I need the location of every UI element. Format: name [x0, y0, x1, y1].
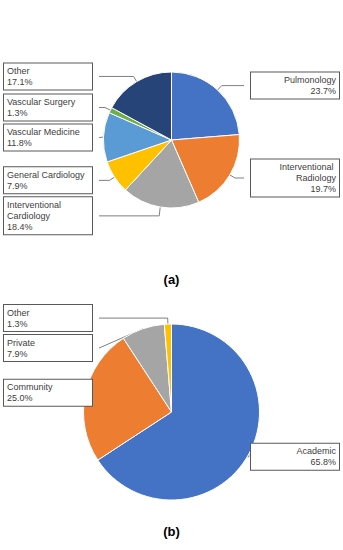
svg-text:7.9%: 7.9%	[7, 181, 28, 191]
svg-text:25.0%: 25.0%	[7, 393, 33, 403]
svg-text:Cardiology: Cardiology	[7, 211, 51, 221]
svg-text:Private: Private	[7, 338, 35, 348]
svg-text:Other: Other	[7, 66, 30, 76]
svg-text:Interventional: Interventional	[7, 200, 64, 210]
svg-text:Pulmonology: Pulmonology	[284, 75, 337, 85]
svg-text:Community: Community	[7, 382, 53, 392]
svg-text:1.3%: 1.3%	[7, 108, 28, 118]
svg-text:General Cardiology: General Cardiology	[7, 170, 85, 180]
svg-text:19.7%: 19.7%	[310, 184, 336, 194]
svg-text:(a): (a)	[164, 272, 180, 287]
svg-text:17.1%: 17.1%	[7, 77, 33, 87]
svg-text:Academic: Academic	[296, 446, 336, 456]
svg-text:Vascular Surgery: Vascular Surgery	[7, 97, 76, 107]
svg-text:18.4%: 18.4%	[7, 222, 33, 232]
svg-text:65.8%: 65.8%	[310, 457, 336, 467]
svg-text:Radiology: Radiology	[296, 173, 337, 183]
svg-text:(b): (b)	[163, 524, 180, 539]
svg-text:Vascular Medicine: Vascular Medicine	[7, 127, 80, 137]
svg-text:Other: Other	[7, 308, 30, 318]
svg-text:Interventional: Interventional	[279, 162, 336, 172]
svg-text:1.3%: 1.3%	[7, 319, 28, 329]
svg-text:11.8%: 11.8%	[7, 138, 32, 148]
svg-text:7.9%: 7.9%	[7, 349, 28, 359]
svg-text:23.7%: 23.7%	[310, 86, 336, 96]
